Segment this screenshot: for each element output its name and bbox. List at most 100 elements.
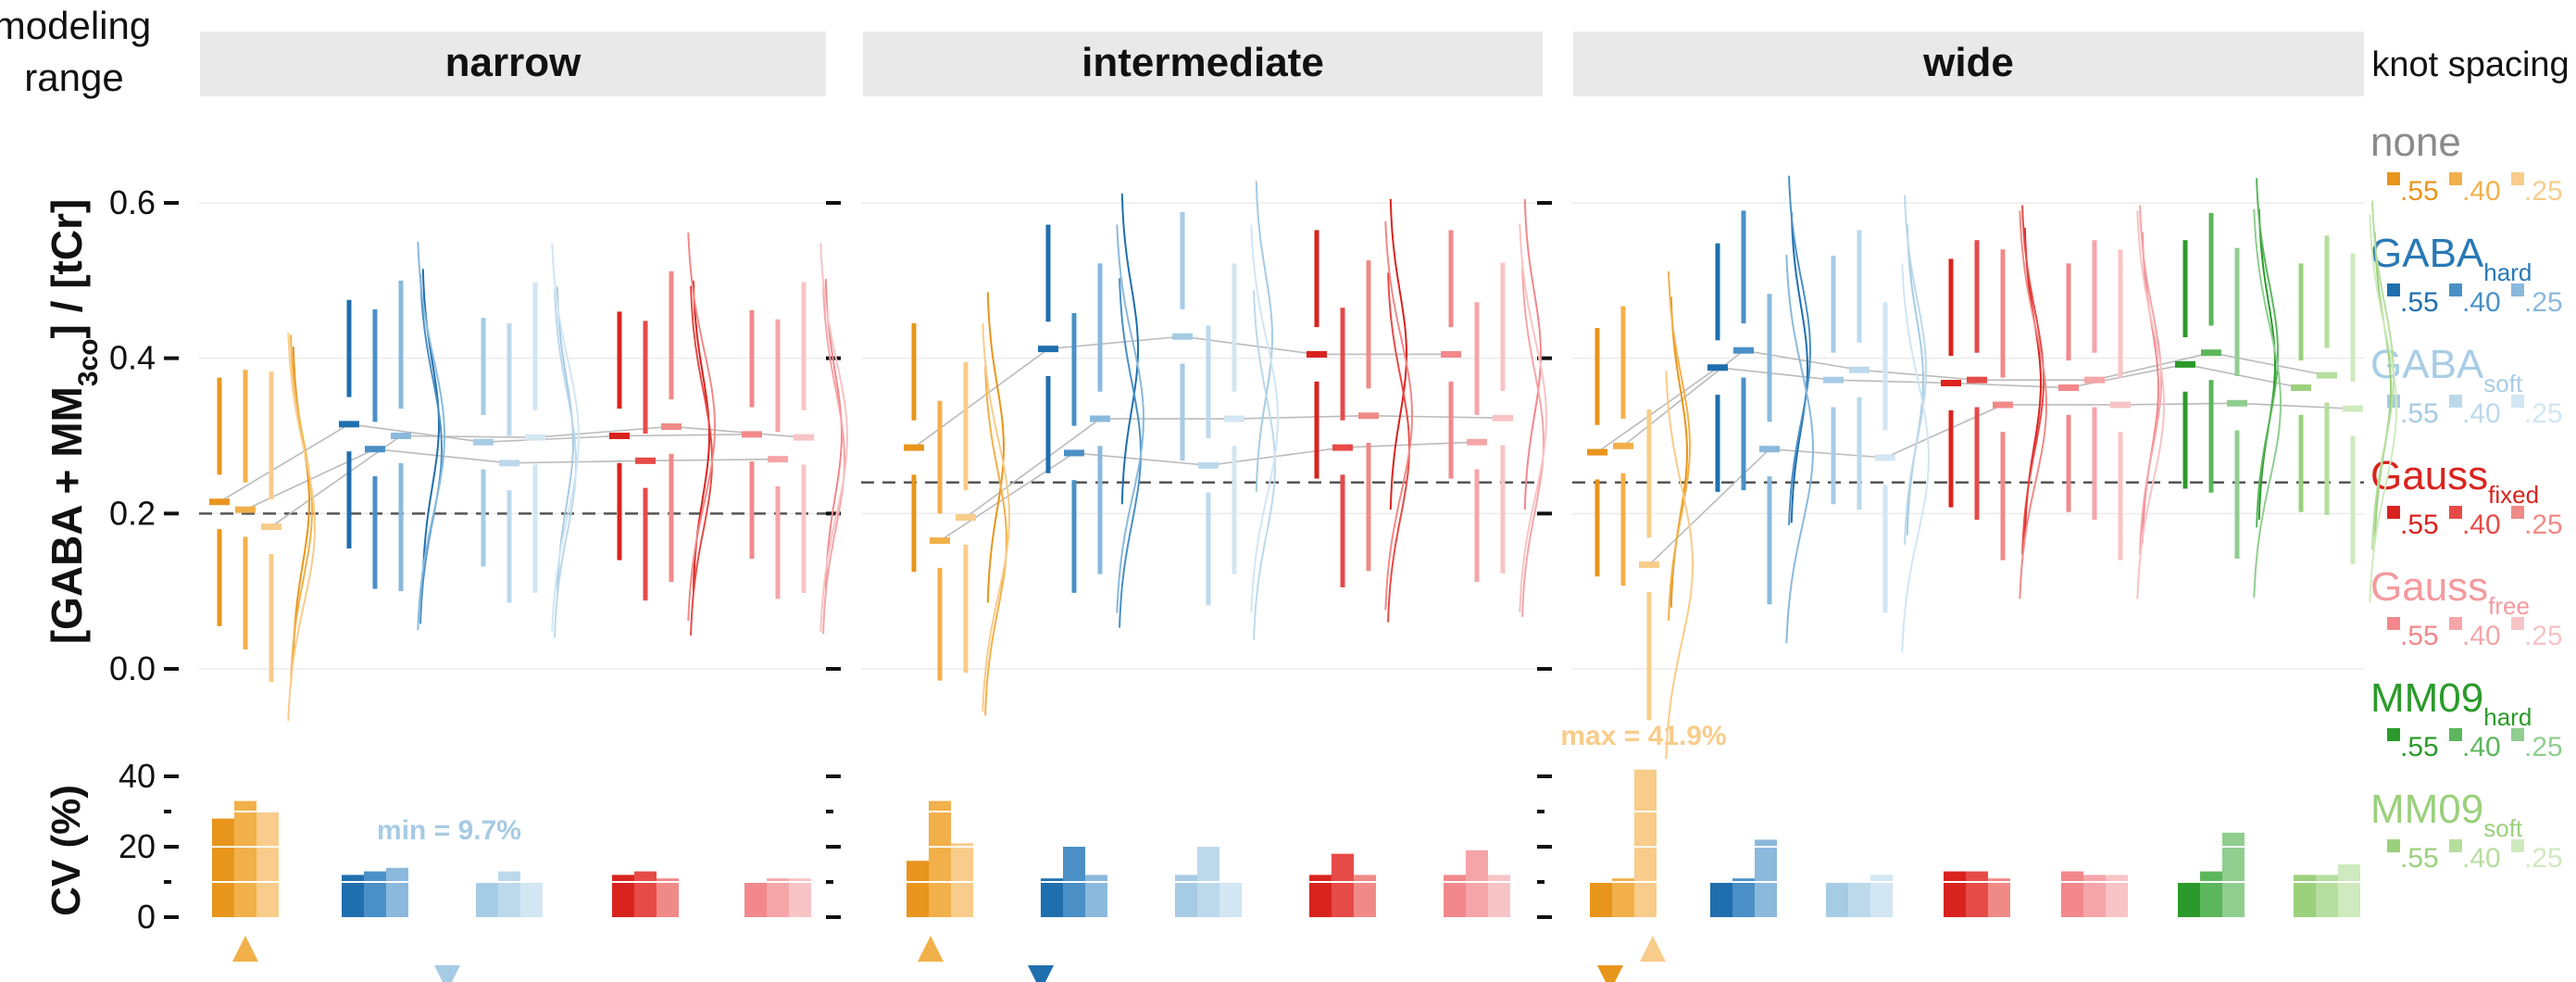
density-curve	[1790, 212, 1809, 523]
density-curve	[1906, 224, 1925, 535]
up-triangle-marker	[1640, 936, 1666, 962]
legend-group-label: MM09soft	[2370, 787, 2523, 842]
legend-spacing-label: .40	[2462, 398, 2501, 429]
y-axis-label-cv: CV (%)	[44, 785, 89, 916]
legend-spacing-label: .55	[2400, 176, 2439, 207]
cv-bar	[634, 871, 657, 917]
density-curve	[986, 292, 1006, 603]
cv-bar	[1966, 871, 1988, 917]
y-axis-label-ratio: [GABA + MM3co] / [tCr]	[43, 199, 104, 645]
cv-bar	[1944, 871, 1966, 917]
legend-group-label: GABAsoft	[2370, 342, 2523, 397]
cv-bar	[1466, 850, 1488, 917]
cv-bar	[951, 843, 973, 917]
grid: 0.0 0.2 0.4 0.6 0 20 40	[109, 183, 2364, 936]
legend-swatch	[2511, 172, 2524, 185]
cv-bar	[657, 878, 679, 917]
cv-bar	[364, 871, 386, 917]
legend-swatch	[2511, 283, 2524, 296]
density-curve	[687, 232, 717, 622]
density-curve	[984, 366, 1008, 716]
legend-swatch	[2387, 506, 2400, 519]
cv-bar	[1755, 839, 1777, 917]
density-curve	[2139, 205, 2163, 555]
cv-bar	[498, 871, 520, 917]
density-curve	[1668, 271, 1692, 622]
density-curve	[2019, 210, 2048, 599]
cv-bar	[386, 867, 408, 917]
cv-bar	[1634, 769, 1657, 917]
density-curve	[2369, 214, 2398, 603]
legend-spacing-label: .40	[2462, 287, 2501, 318]
panel-strip-wide	[1573, 31, 2364, 96]
density-curve	[551, 243, 581, 632]
cv-bar	[1041, 878, 1063, 917]
legend-spacing-label: .25	[2524, 510, 2563, 540]
modeling-range-label-line2: range	[24, 56, 123, 99]
cv-bar	[767, 878, 789, 917]
modeling-range-label-line1: modeling	[0, 4, 151, 47]
legend-spacing-label: .55	[2400, 398, 2439, 429]
legend-swatch	[2449, 728, 2462, 741]
down-triangle-marker	[1597, 965, 1623, 982]
panel-strip-narrow	[200, 31, 826, 96]
legend-swatch	[2387, 728, 2400, 741]
legend-spacing-label: .25	[2524, 287, 2563, 318]
density-curve	[287, 332, 317, 722]
density-curve	[2373, 232, 2393, 544]
legend-spacing-label: .55	[2400, 843, 2439, 874]
ratio-tick-label: 0.2	[109, 494, 156, 532]
legend-spacing-label: .40	[2462, 843, 2501, 874]
density-curve	[819, 243, 849, 632]
ratio-tick-label: 0.4	[109, 339, 156, 377]
cv-bar	[256, 812, 279, 917]
density-curve	[824, 279, 844, 590]
cv-bar	[1732, 878, 1755, 917]
cv-tick-label: 40	[119, 757, 156, 795]
density-curve	[1389, 198, 1408, 510]
density-curve	[290, 334, 314, 685]
legend-swatch	[2511, 395, 2524, 408]
legend-spacing-label: .25	[2524, 176, 2563, 207]
legend-group-label: MM09hard	[2370, 675, 2532, 731]
legend-swatch	[2387, 283, 2400, 296]
density-curve	[2253, 208, 2282, 598]
down-triangle-marker	[1028, 965, 1054, 982]
legend-spacing-label: .55	[2400, 287, 2439, 318]
cv-bar	[2061, 871, 2083, 917]
legend-swatch	[2511, 617, 2524, 630]
cv-bar	[1848, 882, 1870, 917]
legend-swatch	[2449, 506, 2462, 519]
up-triangle-marker	[232, 936, 258, 962]
cv-bar	[520, 882, 543, 917]
legend-spacing-label: .40	[2462, 510, 2501, 540]
legend-swatch	[2449, 395, 2462, 408]
density-curve	[1665, 371, 1694, 760]
legend-swatch	[2449, 617, 2462, 630]
cv-bar	[907, 861, 929, 917]
legend-group-label: none	[2370, 120, 2461, 165]
cv-min-annotation: min = 9.7%	[377, 815, 521, 846]
legend-spacing-label: .40	[2462, 176, 2501, 207]
density-curve	[554, 288, 578, 638]
density-curve	[2257, 208, 2277, 521]
legend-spacing-label: .25	[2524, 398, 2563, 429]
legend-swatch	[2387, 395, 2400, 408]
legend-spacing-label: .55	[2400, 510, 2439, 540]
legend-group-label: Gaussfixed	[2370, 453, 2539, 509]
density-curve	[1788, 175, 1812, 525]
panel-strip-intermediate	[863, 31, 1543, 96]
density-curve	[1255, 181, 1274, 492]
legend-spacing-label: .55	[2400, 621, 2439, 651]
legend: none.55.40.25GABAhard.55.40.25GABAsoft.5…	[2370, 120, 2563, 874]
down-triangle-marker	[434, 965, 460, 982]
panel-title-wide: wide	[1922, 40, 2014, 85]
panel-title-intermediate: intermediate	[1082, 40, 1324, 85]
legend-group-label: Gaussfree	[2370, 564, 2530, 620]
density-curve	[1253, 290, 1277, 641]
density-curve	[1785, 255, 1815, 644]
legend-group-label: GABAhard	[2370, 231, 2532, 286]
cv-bar	[212, 818, 234, 917]
cv-bar	[476, 883, 498, 917]
density-curve	[1901, 263, 1931, 652]
